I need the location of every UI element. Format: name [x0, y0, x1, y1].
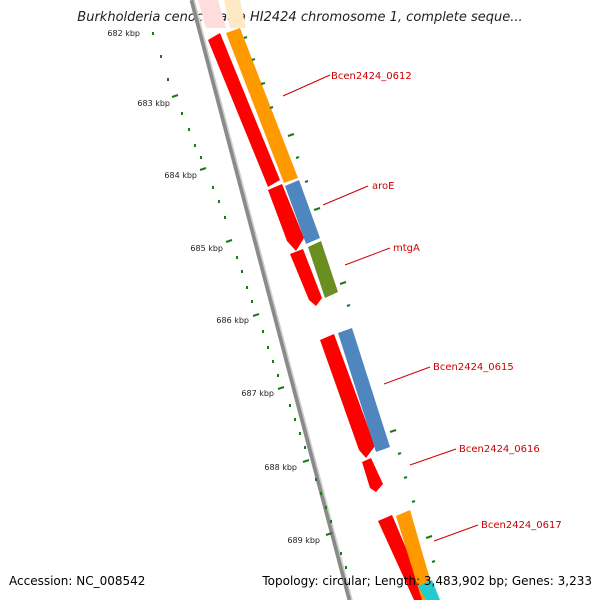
cds-feature[interactable]	[268, 184, 304, 251]
feature-fade	[198, 0, 226, 28]
outer-ticks	[243, 36, 436, 563]
cds-feature-orange[interactable]	[226, 28, 298, 183]
cds-feature-blue[interactable]	[338, 328, 390, 452]
tick-label: 684 kbp	[164, 171, 197, 180]
tick-label: 683 kbp	[137, 99, 170, 108]
gene-label[interactable]: Bcen2424_0616	[459, 444, 540, 455]
tick-label: 686 kbp	[216, 316, 249, 325]
inner-major-ticks	[171, 94, 333, 536]
tick-label: 685 kbp	[190, 244, 223, 253]
gene-label-connectors	[282, 74, 479, 542]
accession-text: Accession: NC_008542	[9, 574, 146, 588]
cds-feature[interactable]	[320, 334, 375, 458]
gene-label[interactable]: Bcen2424_0612	[331, 71, 412, 82]
genome-backbone-highlight	[193, 0, 353, 600]
gene-label[interactable]: mtgA	[393, 243, 420, 254]
cds-feature-orange[interactable]	[396, 510, 436, 600]
map-title: Burkholderia cenocepacia HI2424 chromoso…	[77, 10, 523, 25]
gene-label[interactable]: Bcen2424_0615	[433, 362, 514, 373]
tick-label: 682 kbp	[107, 29, 140, 38]
inner-minor-ticks	[152, 32, 347, 569]
tick-label: 687 kbp	[241, 389, 274, 398]
feature-fade	[224, 0, 246, 28]
tick-labels: 682 kbp 683 kbp 684 kbp 685 kbp 686 kbp …	[107, 29, 320, 545]
gene-label[interactable]: Bcen2424_0617	[481, 520, 562, 531]
genome-summary-text: Topology: circular; Length: 3,483,902 bp…	[262, 574, 592, 588]
cds-feature[interactable]	[208, 33, 280, 187]
cds-feature[interactable]	[290, 249, 322, 306]
tick-label: 689 kbp	[287, 536, 320, 545]
cds-feature-aroE[interactable]	[285, 180, 320, 244]
cds-feature-mtgA[interactable]	[308, 241, 338, 298]
gene-label[interactable]: aroE	[372, 181, 394, 192]
cds-feature-cyan[interactable]	[418, 580, 440, 600]
cds-feature[interactable]	[362, 458, 383, 492]
gene-labels: Bcen2424_0612 aroE mtgA Bcen2424_0615 Bc…	[331, 71, 562, 531]
tick-label: 688 kbp	[264, 463, 297, 472]
genome-backbone	[189, 0, 353, 600]
